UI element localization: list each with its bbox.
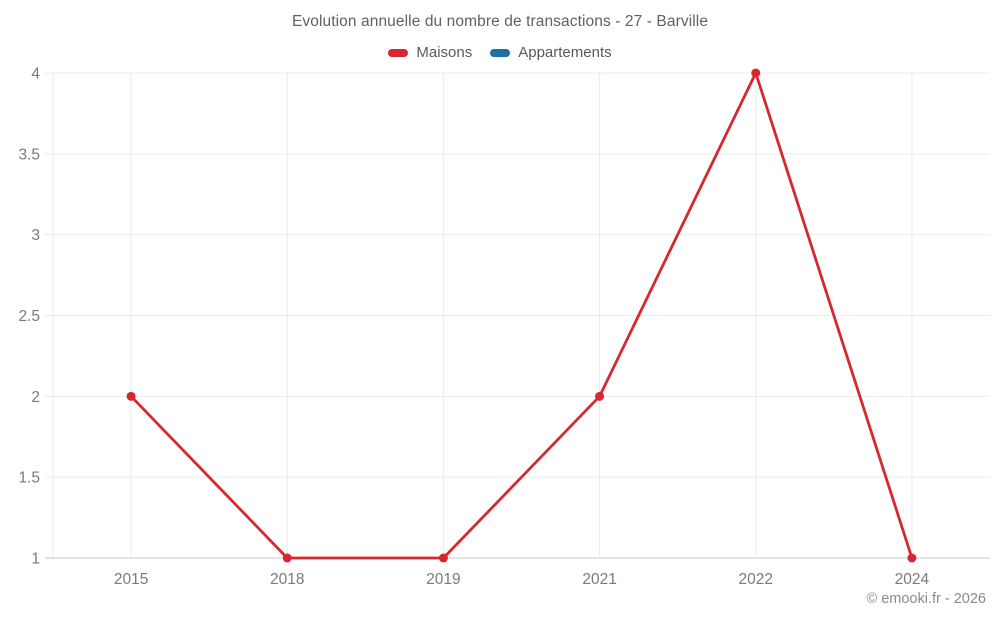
y-tick-label: 2.5 xyxy=(18,308,40,325)
data-point-maisons[interactable] xyxy=(126,391,136,401)
legend-label-appartements: Appartements xyxy=(518,44,612,61)
data-point-maisons[interactable] xyxy=(282,553,292,563)
x-tick-label: 2019 xyxy=(426,571,460,588)
legend-item-maisons[interactable]: Maisons xyxy=(388,44,472,61)
x-tick-label: 2024 xyxy=(895,571,930,588)
series-line-maisons xyxy=(129,71,914,560)
legend: Maisons Appartements xyxy=(0,44,1000,61)
y-tick-label: 1 xyxy=(31,551,40,568)
data-point-maisons[interactable] xyxy=(751,68,761,78)
x-tick-label: 2022 xyxy=(739,571,773,588)
x-tick-label: 2021 xyxy=(582,571,616,588)
y-tick-label: 4 xyxy=(31,66,40,83)
legend-label-maisons: Maisons xyxy=(416,44,473,61)
copyright: © emooki.fr - 2026 xyxy=(866,591,986,607)
appartements-series-swatch-icon xyxy=(490,48,511,57)
maisons-series-swatch-icon xyxy=(388,48,409,57)
chart-title: Evolution annuelle du nombre de transact… xyxy=(291,13,709,30)
data-point-maisons[interactable] xyxy=(595,391,605,401)
data-point-maisons[interactable] xyxy=(907,553,917,563)
x-tick-label: 2015 xyxy=(114,571,148,588)
y-tick-label: 1.5 xyxy=(18,470,40,487)
legend-item-appartements[interactable]: Appartements xyxy=(490,44,612,61)
y-tick-label: 3.5 xyxy=(18,146,40,163)
y-tick-label: 3 xyxy=(31,227,40,244)
data-point-maisons[interactable] xyxy=(438,553,448,563)
y-tick-label: 2 xyxy=(31,389,40,406)
x-tick-label: 2018 xyxy=(270,571,304,588)
